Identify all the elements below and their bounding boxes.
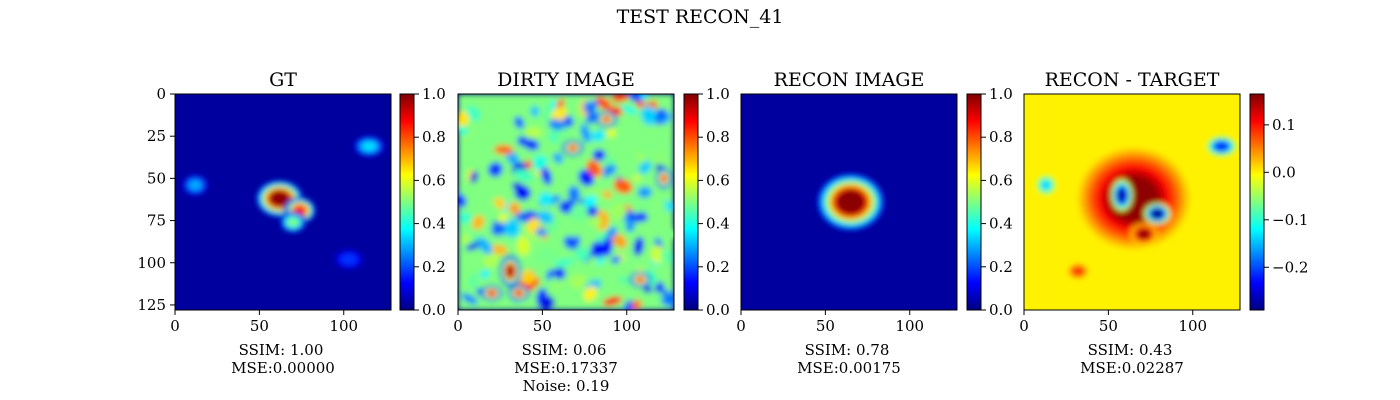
colorbar-tick-label: 0.0 — [706, 301, 730, 319]
colorbar — [399, 93, 415, 311]
colorbar-tick-label: 0.6 — [989, 171, 1013, 189]
panel-title: DIRTY IMAGE — [497, 69, 635, 91]
x-tick-label: 50 — [533, 317, 552, 335]
x-tick-label: 100 — [1178, 317, 1207, 335]
y-tick-label: 25 — [147, 127, 166, 145]
x-tick-label: 0 — [453, 317, 463, 335]
caption-line: SSIM: 0.43 — [1088, 341, 1173, 359]
colorbar — [1249, 93, 1265, 311]
x-tick-label: 50 — [250, 317, 269, 335]
panel-title: RECON IMAGE — [774, 69, 925, 91]
x-tick-label: 50 — [816, 317, 835, 335]
panel-2: DIRTY IMAGE 0 50 100 0.0 0.2 0.4 0.6 0.8 1.0 SSIM:… — [453, 69, 730, 395]
panel-title: RECON - TARGET — [1045, 69, 1220, 91]
caption-line: MSE:0.00175 — [797, 359, 901, 377]
x-tick-label: 100 — [612, 317, 641, 335]
figure-suptitle: TEST RECON_41 — [617, 6, 784, 28]
x-tick-label: 50 — [1099, 317, 1118, 335]
x-tick-label: 0 — [736, 317, 746, 335]
colorbar-tick-label: 0.8 — [706, 128, 730, 146]
colorbar-tick-label: 0.8 — [989, 128, 1013, 146]
colorbar-tick-label: 0.0 — [1272, 163, 1296, 181]
caption-line: MSE:0.17337 — [514, 359, 618, 377]
caption-line: SSIM: 1.00 — [239, 341, 324, 359]
colorbar-tick-label: −0.1 — [1272, 211, 1308, 229]
colorbar — [966, 93, 982, 311]
colorbar-tick-label: 0.4 — [989, 215, 1013, 233]
colorbar-tick-label: 1.0 — [422, 85, 446, 103]
panel-4: RECON - TARGET 0 50 100 0.1 0.0 −0.1 −0.2 SSIM: … — [1019, 69, 1308, 377]
caption-line: SSIM: 0.06 — [522, 341, 607, 359]
colorbar-tick-label: 0.6 — [706, 171, 730, 189]
x-tick-label: 0 — [170, 317, 180, 335]
x-tick-label: 100 — [329, 317, 358, 335]
heatmap-image — [741, 94, 957, 310]
colorbar-tick-label: 1.0 — [706, 85, 730, 103]
x-tick-label: 0 — [1019, 317, 1029, 335]
x-tick-label: 100 — [895, 317, 924, 335]
caption-line: MSE:0.02287 — [1080, 359, 1184, 377]
colorbar-tick-label: 0.0 — [989, 301, 1013, 319]
axes-frame — [1023, 93, 1241, 311]
colorbar-tick-label: 0.2 — [706, 258, 730, 276]
axes-frame — [174, 93, 392, 311]
colorbar — [683, 93, 699, 311]
colorbar-tick-label: 1.0 — [989, 85, 1013, 103]
axes-frame — [457, 93, 675, 311]
y-tick-label: 125 — [137, 296, 166, 314]
caption-line: MSE:0.00000 — [231, 359, 335, 377]
heatmap-image — [1024, 94, 1240, 310]
colorbar-tick-label: −0.2 — [1272, 258, 1308, 276]
colorbar-tick-label: 0.6 — [422, 171, 446, 189]
colorbar-tick-label: 0.8 — [422, 128, 446, 146]
axes-frame — [740, 93, 958, 311]
panel-1: GT 0 50 100 0 25 50 75 100 125 0.0 0.2 0.4 0.6 0.8 1.0 S… — [137, 69, 446, 377]
heatmap-image — [175, 94, 391, 310]
colorbar-tick-label: 0.4 — [706, 215, 730, 233]
caption-line: Noise: 0.19 — [523, 377, 610, 395]
panel-3: RECON IMAGE 0 50 100 0.0 0.2 0.4 0.6 0.8 1.0 SSIM:… — [736, 69, 1013, 377]
heatmap-image — [458, 94, 674, 310]
y-tick-label: 50 — [147, 169, 166, 187]
y-tick-label: 0 — [156, 85, 166, 103]
y-tick-label: 75 — [147, 212, 166, 230]
colorbar-tick-label: 0.4 — [422, 215, 446, 233]
colorbar-tick-label: 0.2 — [989, 258, 1013, 276]
colorbar-tick-label: 0.2 — [422, 258, 446, 276]
colorbar-tick-label: 0.0 — [422, 301, 446, 319]
y-tick-label: 100 — [137, 254, 166, 272]
panels-group: GT 0 50 100 0 25 50 75 100 125 0.0 0.2 0.4 0.6 0.8 1.0 S… — [137, 69, 1308, 395]
panel-title: GT — [269, 69, 297, 91]
caption-line: SSIM: 0.78 — [805, 341, 890, 359]
colorbar-tick-label: 0.1 — [1272, 116, 1296, 134]
